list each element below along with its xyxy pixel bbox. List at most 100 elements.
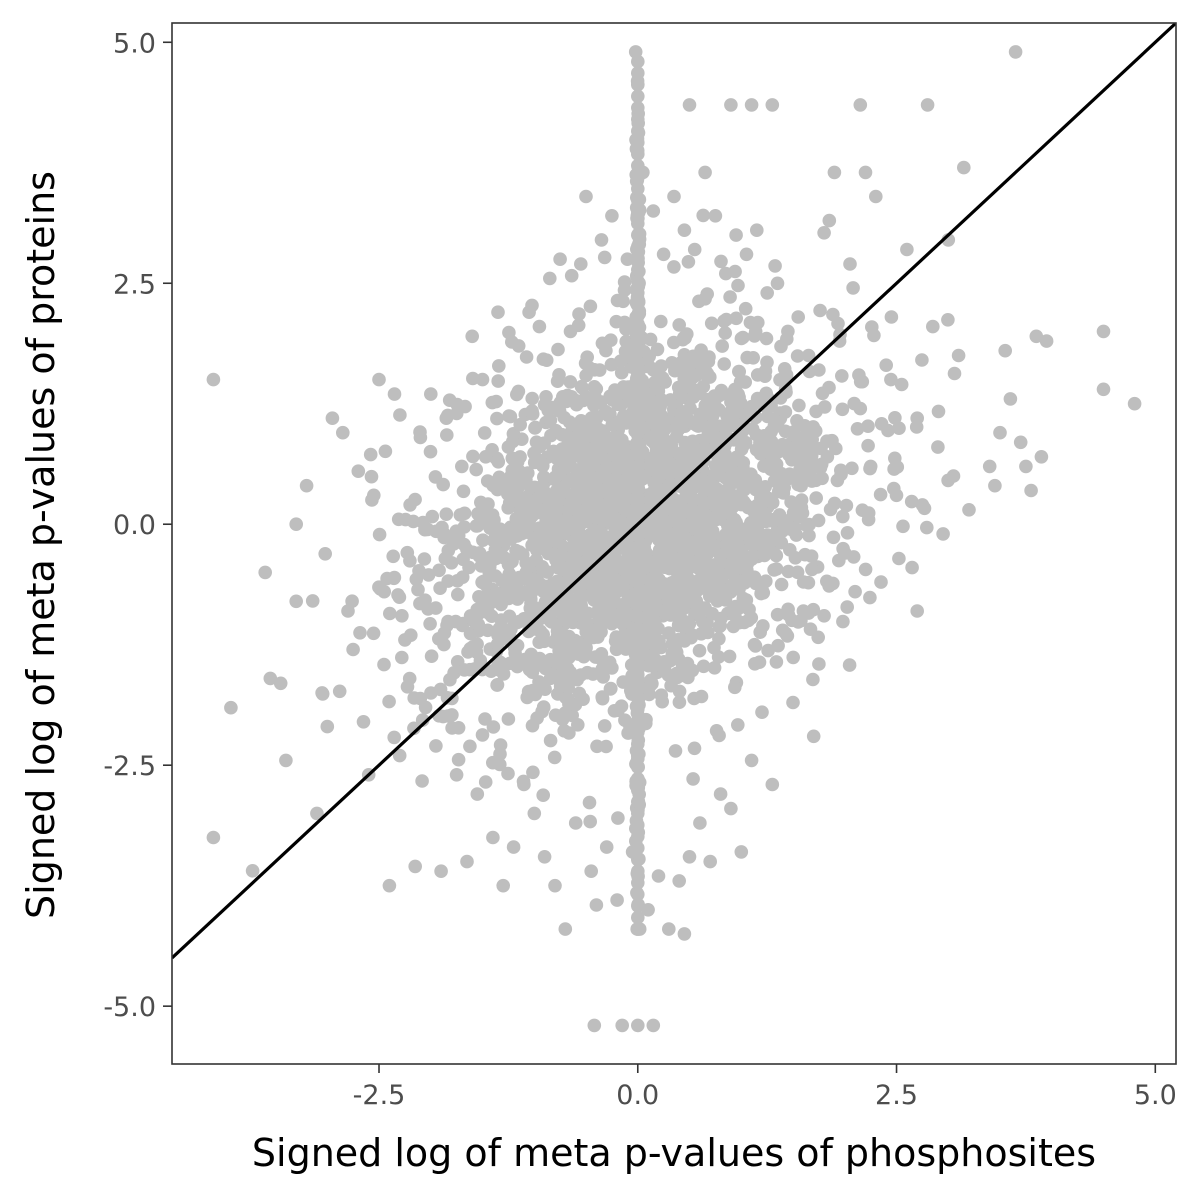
data-point bbox=[631, 135, 645, 150]
data-point bbox=[458, 399, 472, 414]
y-axis: -5.0 -2.5 0.0 2.5 5.0 bbox=[103, 28, 172, 1023]
data-point bbox=[806, 602, 821, 617]
data-point bbox=[840, 600, 854, 614]
data-point bbox=[1013, 435, 1028, 450]
data-point bbox=[770, 607, 785, 622]
data-point bbox=[631, 332, 645, 347]
data-point bbox=[616, 675, 630, 689]
data-point bbox=[865, 320, 879, 334]
y-tick-label: 5.0 bbox=[113, 28, 156, 59]
data-point bbox=[649, 479, 663, 493]
data-point bbox=[765, 777, 780, 792]
data-point bbox=[920, 98, 935, 112]
data-point bbox=[554, 657, 568, 672]
data-point bbox=[936, 527, 950, 541]
data-point bbox=[320, 719, 335, 734]
data-point bbox=[608, 524, 623, 539]
data-point bbox=[631, 702, 645, 717]
data-point bbox=[497, 533, 511, 548]
data-point bbox=[778, 405, 793, 419]
data-point bbox=[656, 247, 671, 262]
data-point bbox=[631, 818, 645, 832]
data-point bbox=[631, 112, 645, 127]
data-point bbox=[724, 801, 738, 816]
data-point bbox=[863, 459, 878, 474]
data-point bbox=[729, 311, 743, 326]
data-point bbox=[536, 584, 551, 599]
y-axis-title: Signed log of meta p-values of proteins bbox=[19, 171, 63, 919]
data-point bbox=[738, 375, 752, 389]
data-point bbox=[675, 657, 690, 672]
data-point bbox=[429, 601, 443, 615]
data-point bbox=[513, 417, 527, 432]
data-point bbox=[601, 503, 616, 518]
data-point bbox=[528, 421, 542, 435]
data-point bbox=[818, 400, 832, 414]
data-point bbox=[551, 342, 565, 357]
data-point bbox=[547, 750, 562, 765]
data-point bbox=[636, 165, 650, 180]
data-point bbox=[888, 451, 902, 466]
data-point bbox=[489, 394, 504, 409]
data-point bbox=[451, 752, 466, 767]
data-point bbox=[729, 228, 743, 242]
data-point bbox=[477, 426, 492, 440]
data-point bbox=[683, 401, 697, 416]
data-point bbox=[599, 840, 614, 854]
data-point bbox=[889, 488, 904, 503]
data-point bbox=[527, 507, 541, 521]
data-point bbox=[530, 453, 545, 467]
data-point bbox=[490, 678, 505, 692]
data-point bbox=[631, 448, 645, 462]
data-point bbox=[697, 441, 712, 455]
data-point bbox=[689, 477, 703, 491]
data-point bbox=[562, 415, 577, 429]
x-tick-label: 5.0 bbox=[1134, 1080, 1177, 1111]
data-point bbox=[604, 587, 618, 602]
data-point bbox=[420, 522, 435, 537]
data-point bbox=[646, 1018, 661, 1033]
data-point bbox=[838, 546, 852, 560]
data-point bbox=[366, 626, 381, 641]
data-point bbox=[688, 536, 703, 551]
data-point bbox=[631, 922, 645, 936]
data-point bbox=[625, 845, 640, 859]
data-point bbox=[315, 686, 329, 700]
data-point bbox=[558, 588, 572, 603]
data-point bbox=[884, 310, 899, 324]
data-point bbox=[752, 506, 767, 521]
data-point bbox=[910, 604, 924, 618]
data-point bbox=[814, 457, 829, 472]
data-point bbox=[372, 527, 387, 542]
data-point bbox=[757, 459, 771, 473]
data-point bbox=[380, 571, 394, 586]
data-point bbox=[775, 524, 790, 538]
y-tick-label: 2.5 bbox=[113, 269, 156, 300]
data-point bbox=[768, 259, 782, 273]
data-point bbox=[424, 387, 438, 401]
data-point bbox=[723, 290, 737, 304]
data-point bbox=[631, 494, 645, 508]
data-point bbox=[611, 397, 625, 412]
data-point bbox=[655, 413, 670, 428]
data-points bbox=[206, 45, 1142, 1033]
data-point bbox=[781, 324, 795, 339]
data-point bbox=[910, 411, 924, 426]
data-point bbox=[478, 450, 493, 464]
data-point bbox=[435, 520, 449, 535]
data-point bbox=[631, 656, 645, 670]
data-point bbox=[784, 495, 798, 509]
data-point bbox=[387, 387, 402, 401]
data-point bbox=[711, 460, 726, 474]
data-point bbox=[631, 725, 645, 740]
data-point bbox=[273, 676, 288, 691]
data-point bbox=[645, 434, 659, 448]
data-point bbox=[714, 254, 728, 269]
data-point bbox=[463, 739, 477, 754]
data-point bbox=[728, 382, 742, 397]
data-point bbox=[774, 339, 788, 354]
data-point bbox=[786, 695, 800, 710]
data-point bbox=[387, 730, 402, 745]
data-point bbox=[611, 811, 625, 825]
data-point bbox=[503, 656, 518, 670]
